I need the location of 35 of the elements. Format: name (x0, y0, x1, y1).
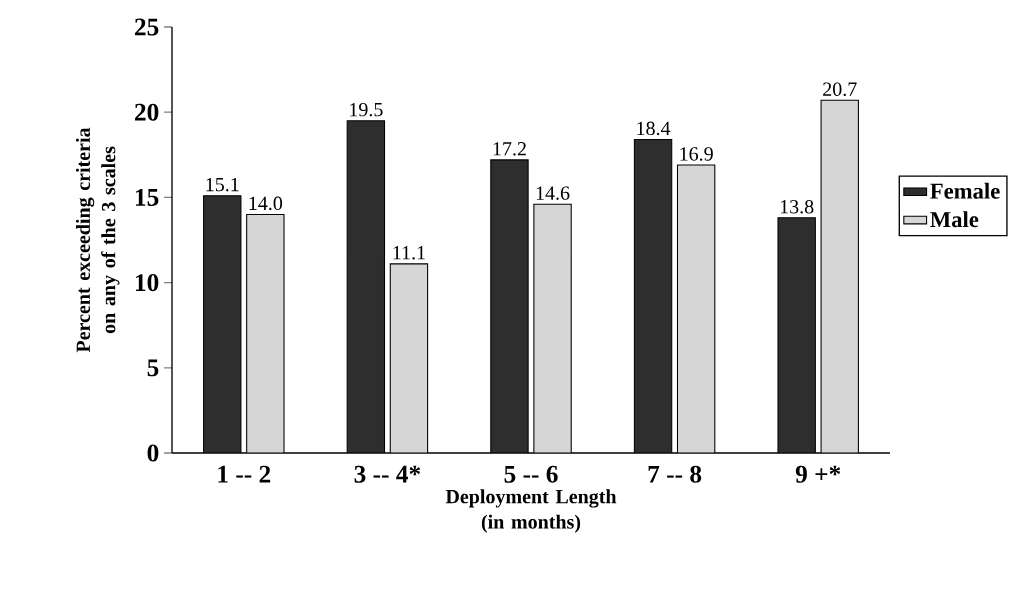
bar (246, 213, 285, 453)
y-tick-label: 15 (135, 188, 159, 206)
data-label: 17.2 (493, 142, 526, 156)
bar (389, 263, 429, 453)
bar (346, 120, 386, 453)
legend-label: Male (930, 211, 979, 228)
y-tick-label: 0 (147, 444, 159, 462)
data-label: 15.1 (206, 177, 239, 192)
x-axis-title: Deployment Length (in months) (445, 489, 617, 533)
data-label: 18.4 (637, 121, 671, 136)
bar (820, 99, 859, 453)
data-label: 16.9 (680, 147, 713, 161)
data-label: 13.8 (780, 199, 814, 214)
data-label: 20.7 (823, 82, 857, 97)
x-tick-label: 1 -- 2 (218, 465, 271, 483)
legend-label: Female (930, 182, 1000, 199)
y-tick-label: 25 (135, 18, 159, 36)
y-tick-label: 5 (147, 359, 159, 377)
bar (203, 195, 242, 453)
x-tick-label: 9 +* (795, 465, 841, 483)
x-tick-label: 3 -- 4* (354, 465, 421, 483)
bar (676, 164, 716, 453)
bar (777, 217, 816, 453)
data-label: 11.1 (393, 246, 425, 260)
data-label: 14.0 (249, 196, 283, 211)
bar (533, 203, 572, 453)
y-tick-label: 20 (135, 103, 159, 121)
bar (633, 138, 673, 453)
y-axis-title: Percent exceeding criteria on any of the 3 scales (75, 127, 120, 353)
y-tick-label: 10 (135, 274, 159, 292)
data-label: 14.6 (536, 186, 570, 200)
bar (490, 159, 529, 453)
data-label: 19.5 (350, 102, 383, 117)
x-tick-label: 5 -- 6 (504, 465, 558, 483)
x-tick-label: 7 -- 8 (648, 465, 702, 483)
